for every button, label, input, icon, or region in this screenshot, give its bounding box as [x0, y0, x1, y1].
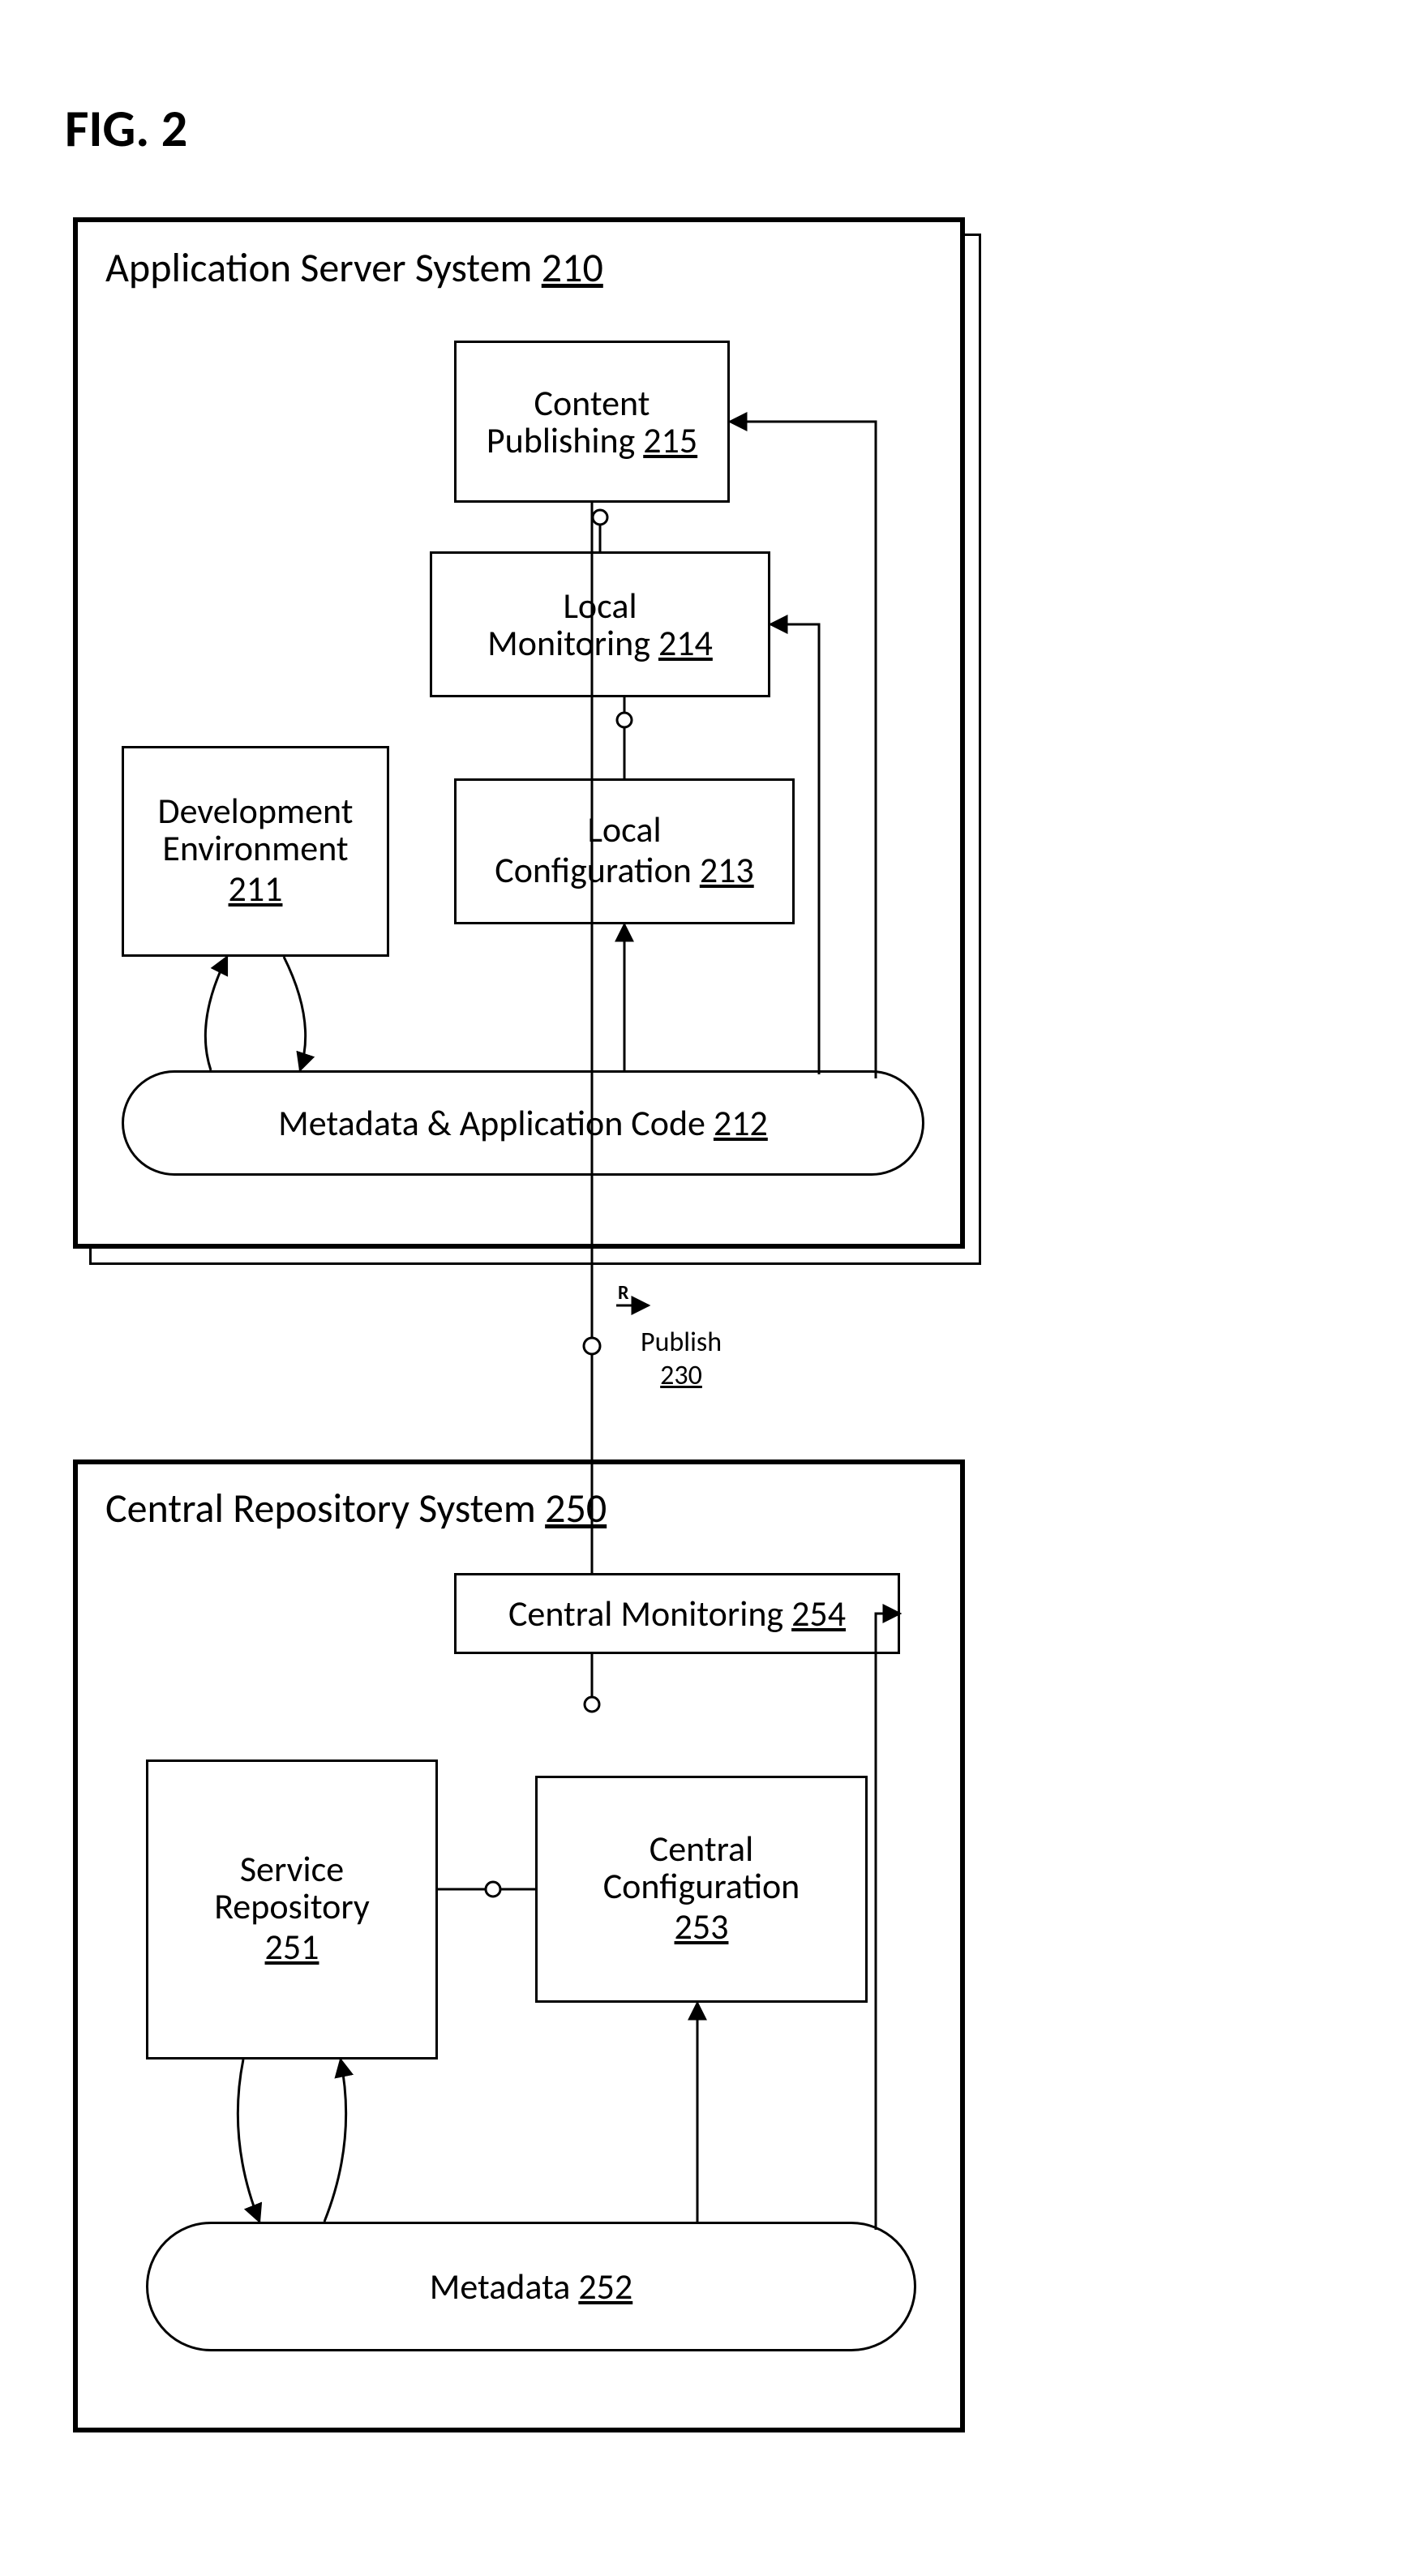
- central-config-line1: Central: [650, 1830, 753, 1867]
- app-server-title-text: Application Server System: [105, 243, 532, 293]
- central-title: Central Repository System 250: [105, 1484, 607, 1533]
- app-metadata-num: 212: [714, 1101, 768, 1145]
- publish-num: 230: [641, 1359, 722, 1392]
- dev-env-line2: Environment: [162, 829, 348, 867]
- central-title-num: 250: [545, 1484, 607, 1533]
- service-repo-line1: Service: [240, 1850, 344, 1888]
- publish-text: Publish: [641, 1326, 722, 1359]
- app-metadata-box: Metadata & Application Code 212: [122, 1070, 924, 1176]
- central-monitoring-box: Central Monitoring 254: [454, 1573, 900, 1654]
- app-server-title: Application Server System 210: [105, 243, 603, 293]
- central-metadata-box: Metadata 252: [146, 2222, 916, 2351]
- diagram-canvas: FIG. 2 Application Server System 210 Con…: [0, 32, 1402, 2544]
- local-monitoring-num: 214: [658, 621, 713, 665]
- content-publishing-num: 215: [643, 418, 697, 462]
- central-metadata-num: 252: [578, 2265, 632, 2308]
- figure-label: FIG. 2: [65, 97, 187, 161]
- publish-r-label: R: [618, 1281, 629, 1305]
- content-publishing-line2: Publishing: [487, 418, 635, 462]
- local-monitoring-line2: Monitoring: [487, 621, 650, 665]
- service-repo-box: Service Repository 251: [146, 1759, 438, 2060]
- central-monitoring-num: 254: [791, 1592, 846, 1635]
- dev-env-box: Development Environment 211: [122, 746, 389, 957]
- central-config-box: Central Configuration 253: [535, 1776, 868, 2003]
- central-title-text: Central Repository System: [105, 1484, 536, 1533]
- service-repo-num: 251: [265, 1925, 319, 1969]
- central-config-num: 253: [675, 1905, 729, 1948]
- content-publishing-line1: Content: [534, 384, 650, 422]
- dev-env-line1: Development: [158, 792, 354, 829]
- local-configuration-line2: Configuration: [495, 848, 692, 892]
- publish-label: Publish 230: [641, 1326, 722, 1392]
- local-configuration-box: Local Configuration 213: [454, 778, 795, 924]
- central-metadata-text: Metadata: [430, 2265, 571, 2308]
- local-monitoring-box: Local Monitoring 214: [430, 551, 770, 697]
- dev-env-num: 211: [229, 867, 283, 911]
- local-configuration-line1: Local: [587, 811, 661, 848]
- local-monitoring-line1: Local: [563, 587, 637, 624]
- app-metadata-text: Metadata & Application Code: [278, 1101, 705, 1145]
- central-config-line2: Configuration: [603, 1867, 800, 1905]
- central-monitoring-text: Central Monitoring: [508, 1592, 783, 1635]
- content-publishing-box: Content Publishing 215: [454, 341, 730, 503]
- service-repo-line2: Repository: [214, 1888, 370, 1925]
- app-server-title-num: 210: [542, 243, 603, 293]
- local-configuration-num: 213: [700, 848, 754, 892]
